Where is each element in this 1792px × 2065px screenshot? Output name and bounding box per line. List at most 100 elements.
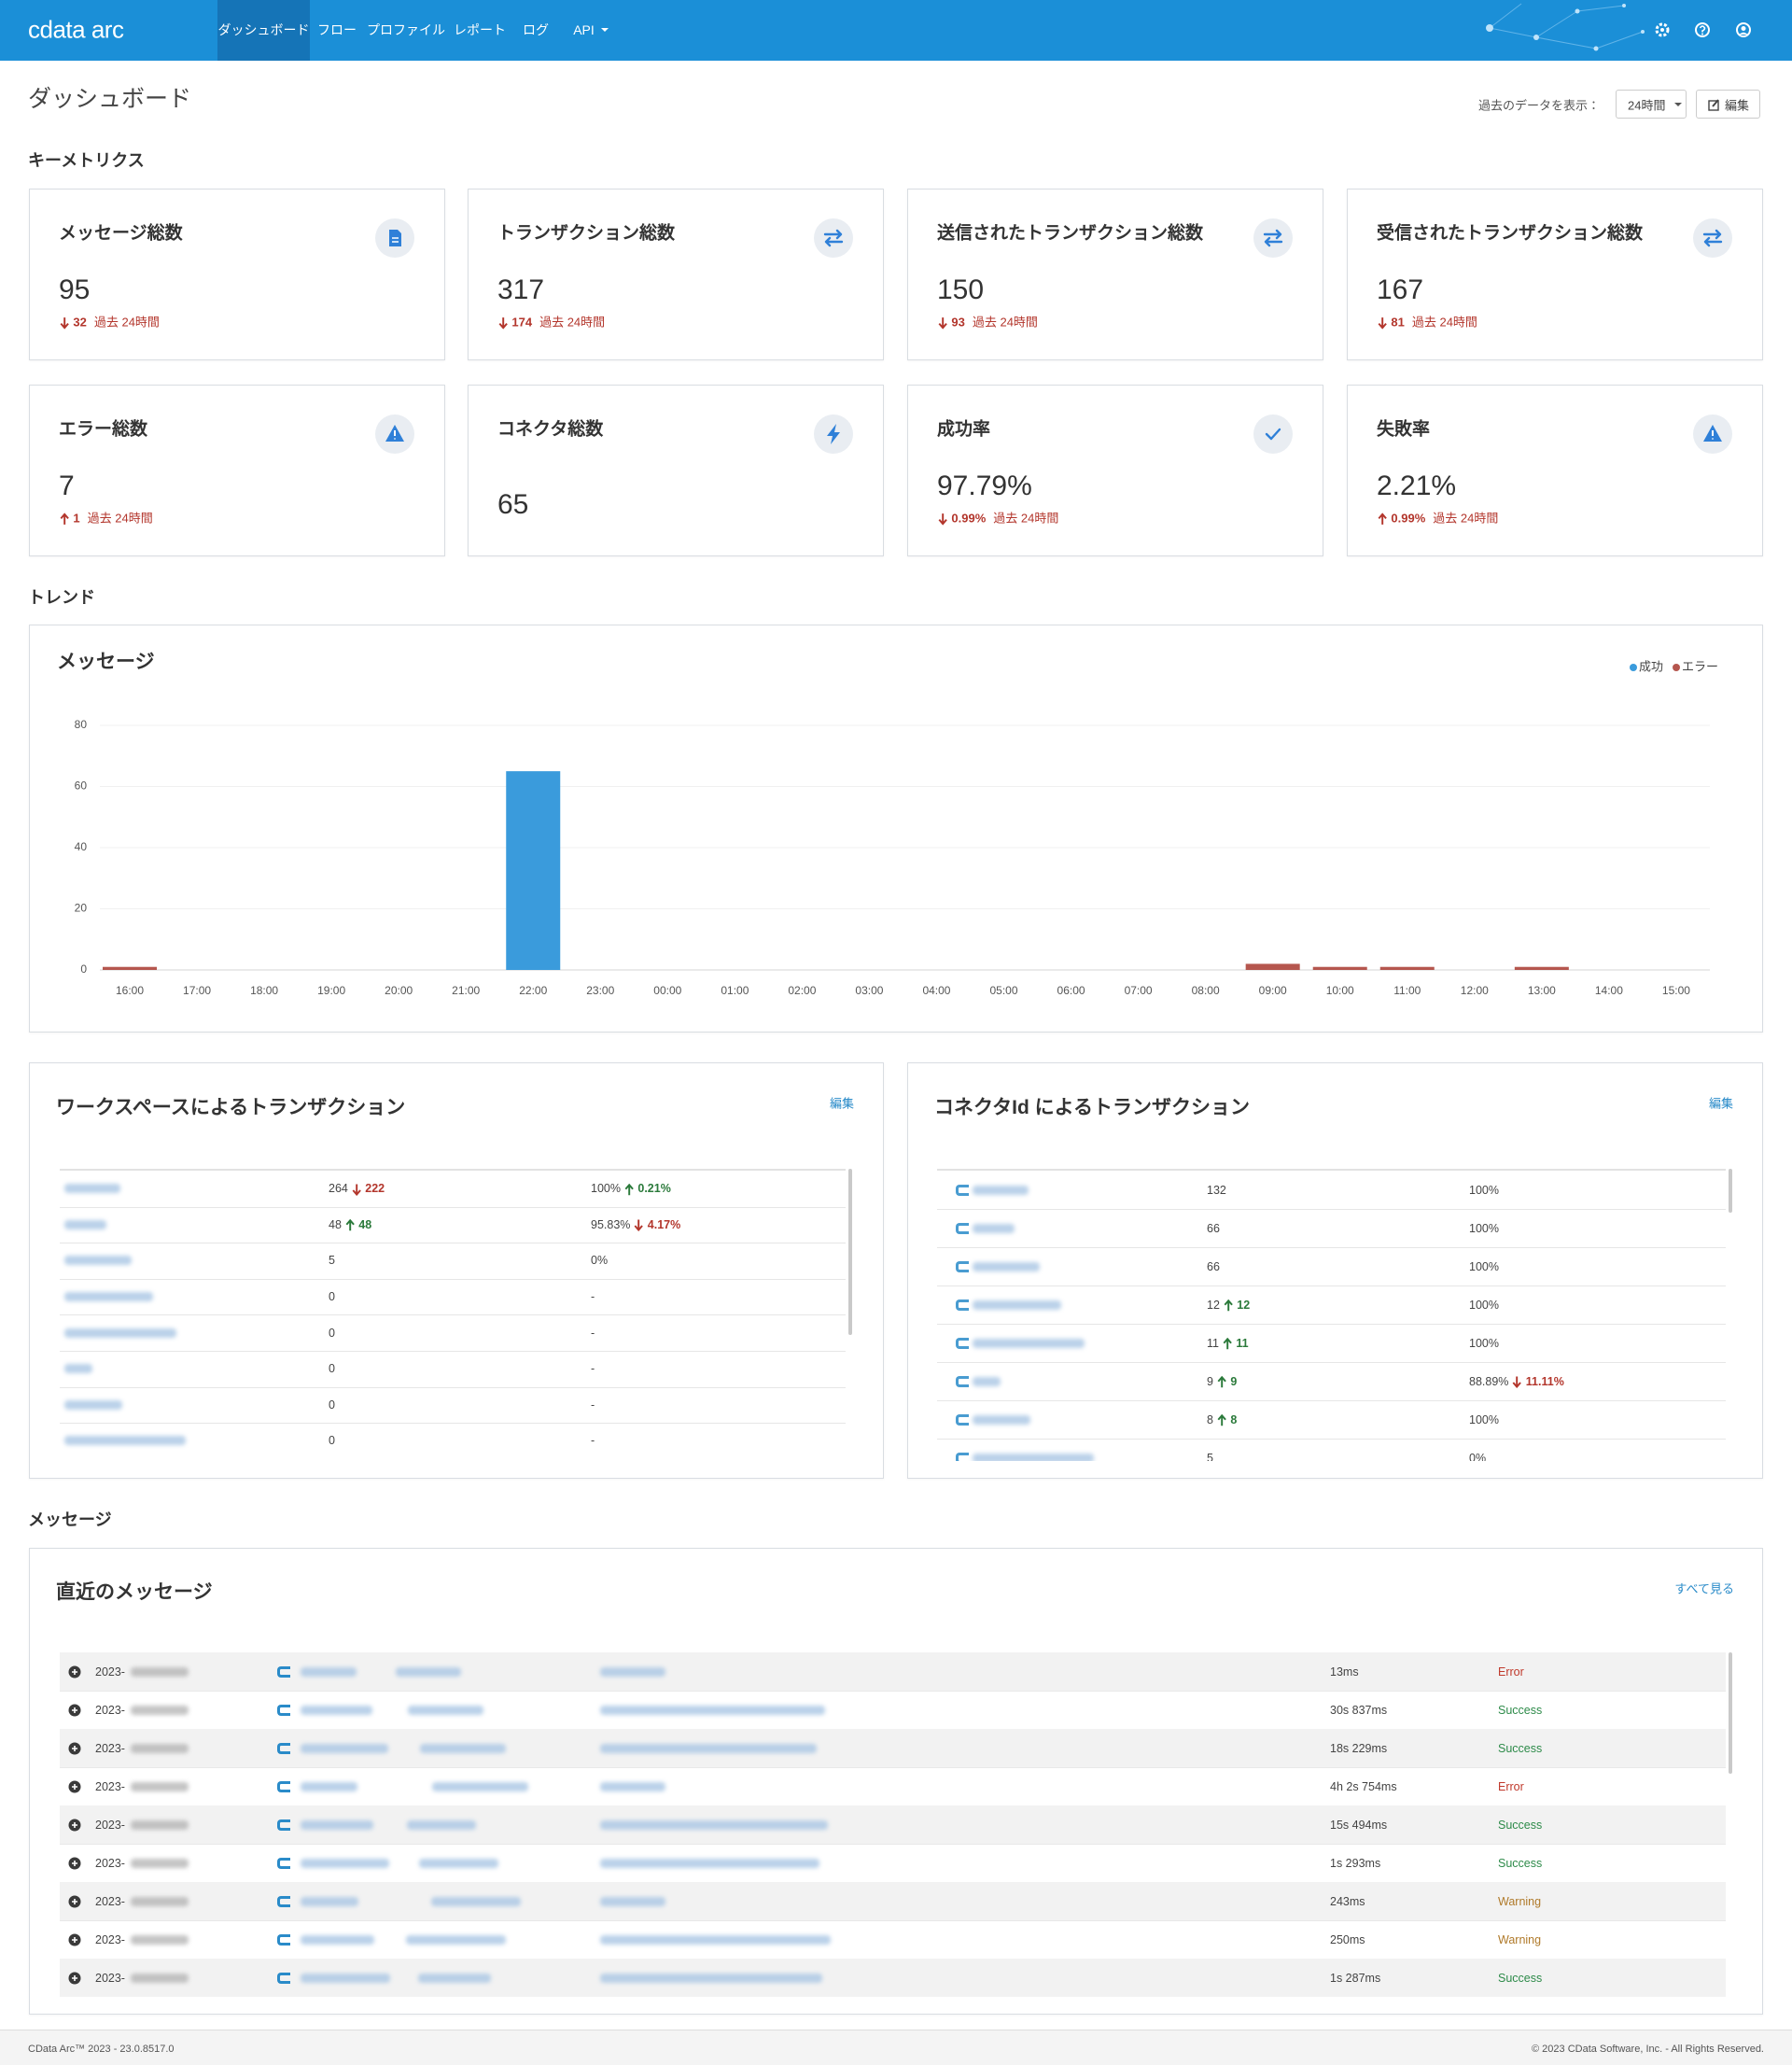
nav-item[interactable]: ログ — [511, 0, 560, 61]
trend-arrow — [624, 1183, 634, 1195]
nav-item[interactable]: ダッシュボード — [217, 0, 310, 61]
edit-link[interactable]: 編集 — [829, 1096, 854, 1111]
arrow-shape — [1217, 1375, 1226, 1387]
nav-label: レポート — [454, 22, 506, 37]
blurred-name — [64, 1219, 106, 1229]
settings-icon[interactable] — [1653, 21, 1672, 39]
change-value: 9 — [1230, 1374, 1238, 1388]
trend-arrow — [938, 513, 947, 526]
connector-icon — [277, 1780, 290, 1792]
nav-item[interactable]: API — [560, 0, 616, 61]
y-tick-label: 20 — [75, 902, 88, 915]
message-row: 2023- 18s 229ms Success — [60, 1729, 1726, 1768]
edit-button[interactable]: 編集 — [1696, 90, 1760, 119]
change-value: 48 — [358, 1217, 372, 1231]
user-icon[interactable] — [1734, 21, 1753, 39]
nav-item[interactable]: フロー — [310, 0, 364, 61]
blurred-name — [64, 1399, 122, 1410]
edit-link[interactable]: 編集 — [1708, 1096, 1733, 1111]
metric-label: 失敗率 — [1377, 419, 1431, 440]
metric-delta: 81 過去 24時間 — [1374, 313, 1477, 330]
metric-card: コネクタ総数 65 — [468, 385, 884, 556]
message-duration: 1s 287ms — [1330, 1971, 1381, 1985]
message-date: 2023- — [95, 1894, 125, 1908]
delta-value: 0.99% — [1391, 511, 1426, 526]
rate-cell: 100% 0.21% — [591, 1182, 671, 1195]
expand-icon — [68, 1857, 81, 1869]
edit-label: 編集 — [1725, 98, 1750, 113]
rate-cell: 100% — [1469, 1184, 1499, 1197]
nav-item[interactable]: プロファイル — [364, 0, 448, 61]
row-icon — [956, 1222, 969, 1234]
trend-arrow — [1512, 1376, 1522, 1388]
blurred-date — [131, 1705, 189, 1715]
y-tick-label: 40 — [75, 840, 88, 853]
legend-dot — [1673, 664, 1681, 671]
x-tick-label: 14:00 — [1595, 984, 1623, 997]
blurred-target — [418, 1973, 491, 1983]
metric-label: 受信されたトランザクション総数 — [1377, 223, 1644, 244]
arrow-shape — [1512, 1376, 1522, 1388]
nav-item[interactable]: レポート — [448, 0, 511, 61]
blurred-source — [301, 1858, 389, 1868]
message-status: Success — [1498, 1741, 1543, 1755]
x-tick-label: 22:00 — [519, 984, 547, 997]
expand-icon — [68, 1895, 81, 1907]
view-all-link[interactable]: すべて見る — [1674, 1581, 1734, 1596]
rate-cell: - — [591, 1327, 595, 1340]
expand-plus — [72, 1668, 77, 1675]
icon-bg — [1253, 218, 1293, 258]
blurred-target — [396, 1666, 461, 1677]
metric-value: 65 — [497, 489, 529, 520]
workspace-panel: ワークスペースによるトランザクション 編集 264 222 100% 0.21% 48 4… — [29, 1062, 884, 1479]
change-value: 12 — [1237, 1298, 1251, 1312]
range-select[interactable]: 24時間 — [1616, 90, 1687, 119]
row-icon — [956, 1337, 969, 1349]
blurred-detail — [600, 1858, 819, 1868]
blurred-name — [973, 1299, 1061, 1310]
metric-card: トランザクション総数 317 174 過去 24時間 — [468, 189, 884, 360]
y-tick-label: 60 — [75, 780, 88, 793]
rate-value: 100% — [1469, 1336, 1499, 1350]
metric-icon — [814, 414, 853, 454]
trend-arrow — [1224, 1299, 1233, 1311]
metric-value: 2.21% — [1377, 471, 1457, 501]
rate-cell: - — [591, 1398, 595, 1412]
metric-icon — [1253, 218, 1293, 258]
icon-bg — [814, 218, 853, 258]
table: 132 100% 66 100% 66 100% 12 12 100% 11 11 100% 9 9 88.… — [937, 1169, 1726, 1461]
blurred-detail — [600, 1973, 822, 1983]
rate-value: 88.89% — [1469, 1374, 1509, 1388]
bar — [1245, 963, 1300, 970]
metric-value: 95 — [59, 274, 91, 305]
scrollbar — [1729, 1169, 1732, 1213]
blurred-detail — [600, 1666, 665, 1677]
metric-card: エラー総数 7 1 過去 24時間 — [29, 385, 445, 556]
delta-value: 174 — [511, 315, 533, 330]
x-tick-label: 06:00 — [1057, 984, 1085, 997]
table-row: 0- — [60, 1387, 846, 1425]
message-status: Success — [1498, 1703, 1543, 1717]
arrow-shape — [352, 1184, 361, 1196]
edit-icon — [1708, 99, 1719, 111]
brand-logo[interactable]: cdata arc — [28, 15, 124, 44]
delta-period: 過去 24時間 — [1433, 511, 1499, 526]
help-icon[interactable] — [1693, 21, 1712, 39]
message-date: 2023- — [95, 1703, 125, 1717]
icon-bg — [1253, 414, 1293, 454]
panel-title: ワークスペースによるトランザクション — [56, 1097, 406, 1118]
message-status: Success — [1498, 1818, 1543, 1832]
metric-icon — [1693, 414, 1732, 454]
x-tick-label: 11:00 — [1393, 984, 1421, 997]
count-value: 12 — [1207, 1298, 1220, 1312]
arrow-shape — [938, 317, 947, 330]
message-duration: 30s 837ms — [1330, 1703, 1388, 1717]
count-cell: 66 — [1207, 1260, 1220, 1273]
metric-delta: 32 過去 24時間 — [56, 313, 160, 330]
blurred-name — [973, 1185, 1029, 1195]
table-row: 48 48 95.83% 4.17% — [60, 1207, 846, 1244]
blurred-name — [64, 1436, 186, 1446]
connector-icon — [277, 1857, 290, 1869]
section-title: キーメトリクス — [28, 151, 145, 170]
